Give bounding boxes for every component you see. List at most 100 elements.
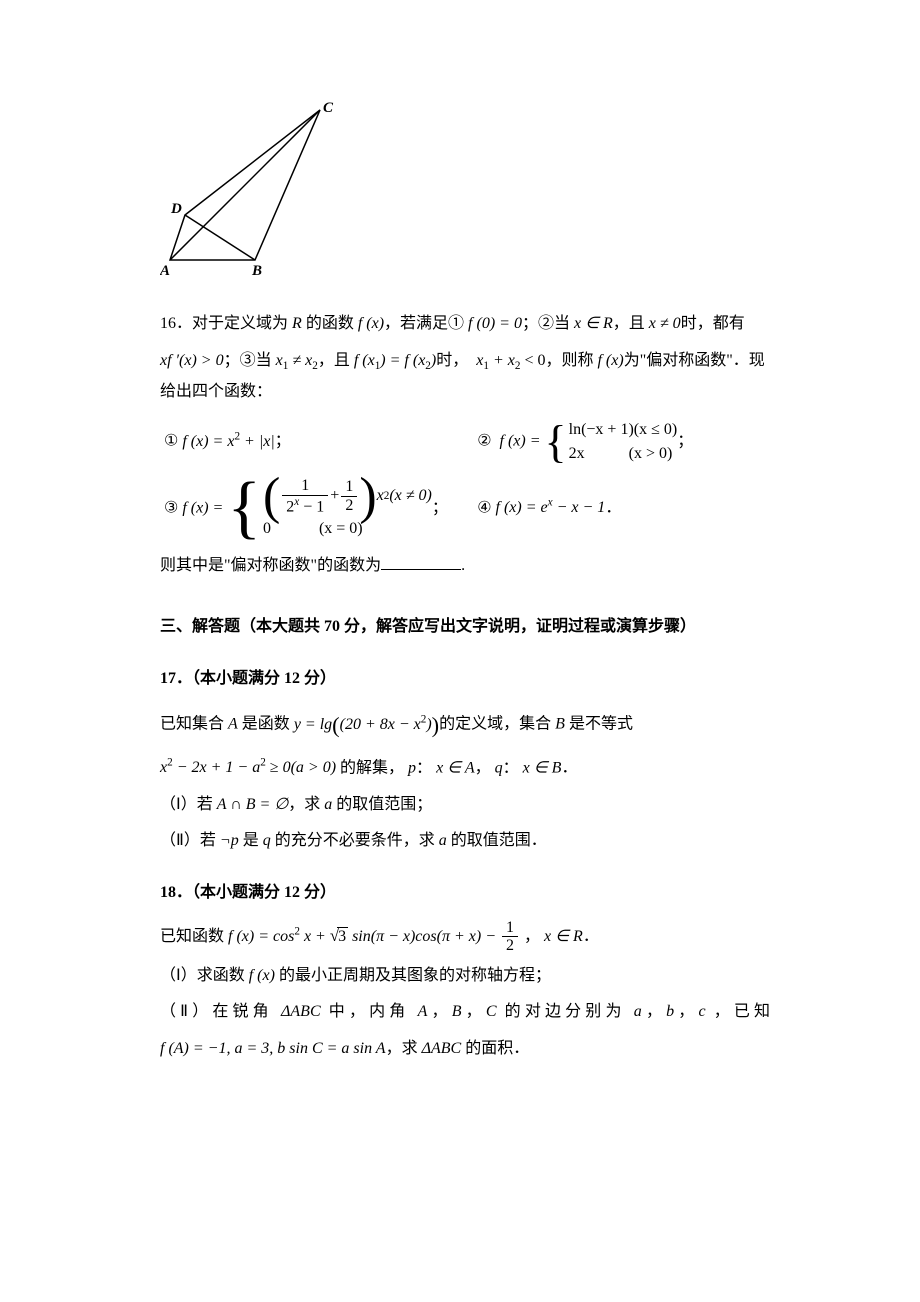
q16-o3-c1: (x ≠ 0): [389, 484, 432, 508]
q16-t6: 时，都有: [681, 315, 745, 332]
q16-x1: x: [276, 352, 283, 369]
point-b-label: B: [251, 263, 262, 279]
q16-number: 16．: [160, 315, 192, 332]
q17-l2a: 的解集，: [340, 759, 404, 776]
point-a-label: A: [160, 263, 170, 279]
q18-part1: （Ⅰ）求函数 f (x) 的最小正周期及其图象的对称轴方程；: [160, 961, 770, 991]
q18-p2b: 中，内角: [329, 1003, 410, 1020]
q17-part2: （Ⅱ）若 ¬p 是 q 的充分不必要条件，求 a 的取值范围．: [160, 826, 770, 856]
q16-t9: 时，: [436, 352, 468, 369]
q18-part2: （Ⅱ）在锐角 ΔABC 中，内角 A，B，C 的对边分别为 a，b，c ，已知: [160, 997, 770, 1027]
q16-opt2-piecewise: { ln(−x + 1)(x ≤ 0) 2x (x > 0): [545, 418, 678, 466]
q18-p2c3: ，: [642, 1003, 666, 1020]
q16-x1nex2: x1 ≠ x2: [276, 352, 318, 369]
section-3-heading: 三、解答题（本大题共 70 分，解答应写出文字说明，证明过程或演算步骤）: [160, 612, 770, 642]
q18-p2A: A: [418, 1003, 428, 1020]
q16-o4-b: − x − 1: [553, 499, 606, 516]
q18-p1b: 的最小正周期及其图象的对称轴方程；: [279, 967, 551, 984]
q18-p3m2: ΔABC: [422, 1040, 462, 1057]
q17-p2a2: a: [439, 832, 447, 849]
q18-l1m3: x ∈ R: [544, 928, 583, 945]
q16-lt: < 0: [520, 352, 545, 369]
q16-intro-line1: 16．对于定义域为 R 的函数 f (x)，若满足① f (0) = 0；②当 …: [160, 309, 770, 339]
q17-c1: ：: [416, 759, 432, 776]
q16-opt1-c: ；: [275, 433, 291, 450]
q17-c2: ：: [503, 759, 519, 776]
q16-o3-x: x: [377, 484, 384, 508]
q17-p2a: （Ⅱ）若: [160, 832, 216, 849]
q17-p1m: A ∩ B = ∅: [217, 796, 289, 813]
q16-fx2: f (x): [597, 352, 623, 369]
q16-opt1-no: ①: [164, 433, 178, 450]
q18-part3: f (A) = −1, a = 3, b sin C = a sin A，求 Δ…: [160, 1034, 770, 1064]
q16-o3-zero: 0 (x = 0): [263, 517, 432, 541]
q17-l2m1c: ≥ 0(a > 0): [266, 759, 336, 776]
geometry-figure: A B C D: [160, 100, 770, 291]
q17-l1m1: y = lg: [294, 716, 332, 733]
q16-R: R: [292, 315, 302, 332]
q18-l1m1b: x +: [300, 928, 330, 945]
q16-fx1fx2: f (x1) = f (x2): [354, 352, 436, 369]
q18: 18．（本小题满分 12 分） 已知函数 f (x) = cos2 x + √3…: [160, 878, 770, 1064]
q18-l1m: f (x) = cos2 x + √3 sin(π − x)cos(π + x)…: [228, 928, 524, 945]
q18-p3b: 的面积．: [465, 1040, 529, 1057]
q16-opt1-b: + |x|: [240, 433, 275, 450]
q16-f2: ) = f (x: [380, 352, 425, 369]
q17-p2q: q: [263, 832, 271, 849]
q18-p3a: ，求: [386, 1040, 418, 1057]
answer-blank[interactable]: [381, 554, 461, 570]
q16-closing: 则其中是"偏对称函数"的函数为.: [160, 551, 770, 581]
q16-opt3-piecewise: { ( 12x − 1 + 12 ) x2 (x ≠ 0) 0 (x = 0): [227, 476, 432, 542]
q16-t3: ，若满足①: [384, 315, 464, 332]
q18-p2cc: c: [698, 1003, 705, 1020]
q18-p2a: （Ⅱ）在锐角: [160, 1003, 273, 1020]
q17-A: A: [228, 716, 238, 733]
q17-B: B: [555, 716, 565, 733]
q16-opt2-2x: 2x (x > 0): [569, 442, 678, 466]
q16-xfprime: xf ′(x) > 0: [160, 352, 224, 369]
q16-o4-c: ．: [605, 499, 621, 516]
q18-l1a: 已知函数: [160, 928, 224, 945]
q16-o3-plus: +: [330, 484, 339, 508]
q18-line1: 已知函数 f (x) = cos2 x + √3 sin(π − x)cos(π…: [160, 919, 770, 955]
q17-part1: （Ⅰ）若 A ∩ B = ∅，求 a 的取值范围；: [160, 790, 770, 820]
q16-fx: f (x): [358, 315, 384, 332]
q17-p1b: ，求: [288, 796, 320, 813]
q17-l2m3: x ∈ B: [523, 759, 562, 776]
q16-xne0: x ≠ 0: [649, 315, 681, 332]
q16-fx-t: f (x): [358, 315, 384, 332]
q18-p3m1: f (A) = −1, a = 3, b sin C = a sin A: [160, 1040, 386, 1057]
q16-close-b: .: [461, 557, 465, 574]
q17-cm: ，: [475, 759, 491, 776]
q16-opt2-lead: f (x) =: [500, 432, 545, 449]
q18-p2m1: ΔABC: [281, 1003, 321, 1020]
point-d-label: D: [170, 201, 182, 217]
q17-line2: x2 − 2x + 1 − a2 ≥ 0(a > 0) 的解集， p： x ∈ …: [160, 753, 770, 784]
q16-opt4-math: f (x) = ex − x − 1: [496, 499, 606, 516]
q17-l1d: 是不等式: [569, 716, 633, 733]
q16-opt3-tail: ；: [432, 499, 448, 516]
q16-t7: ；③当: [224, 352, 272, 369]
q17-l1m2: (20 + 8x − x: [340, 716, 421, 733]
q17-q: q: [495, 759, 503, 776]
q16-x2: ≠ x: [288, 352, 312, 369]
q16-o3-f1db: − 1: [299, 498, 324, 515]
point-c-label: C: [323, 100, 334, 116]
q16-opt4-no: ④: [477, 499, 491, 516]
q17-dot: ．: [561, 759, 577, 776]
q17-l2m1: x2 − 2x + 1 − a2 ≥ 0(a > 0): [160, 759, 336, 776]
q16-o3-f1n: 1: [282, 477, 328, 495]
q18-p2c: 的对边分别为: [505, 1003, 626, 1020]
q16-opt1-a: f (x) = x: [182, 433, 234, 450]
q17: 17．（本小题满分 12 分） 已知集合 A 是函数 y = lg((20 + …: [160, 664, 770, 856]
q17-p2c: 的充分不必要条件，求: [275, 832, 435, 849]
q16-o4-a: f (x) = e: [496, 499, 548, 516]
q18-p1m: f (x): [249, 967, 275, 984]
q16-opt2-ln: ln(−x + 1)(x ≤ 0): [569, 418, 678, 442]
q16-o3-f2n: 1: [341, 478, 357, 496]
q17-l2m2: x ∈ A: [436, 759, 475, 776]
q17-line1: 已知集合 A 是函数 y = lg((20 + 8x − x2))的定义域，集合…: [160, 704, 770, 747]
q18-p2bb: b: [666, 1003, 674, 1020]
q17-l1c: 的定义域，集合: [439, 716, 551, 733]
q18-p2c4: ，: [674, 1003, 698, 1020]
